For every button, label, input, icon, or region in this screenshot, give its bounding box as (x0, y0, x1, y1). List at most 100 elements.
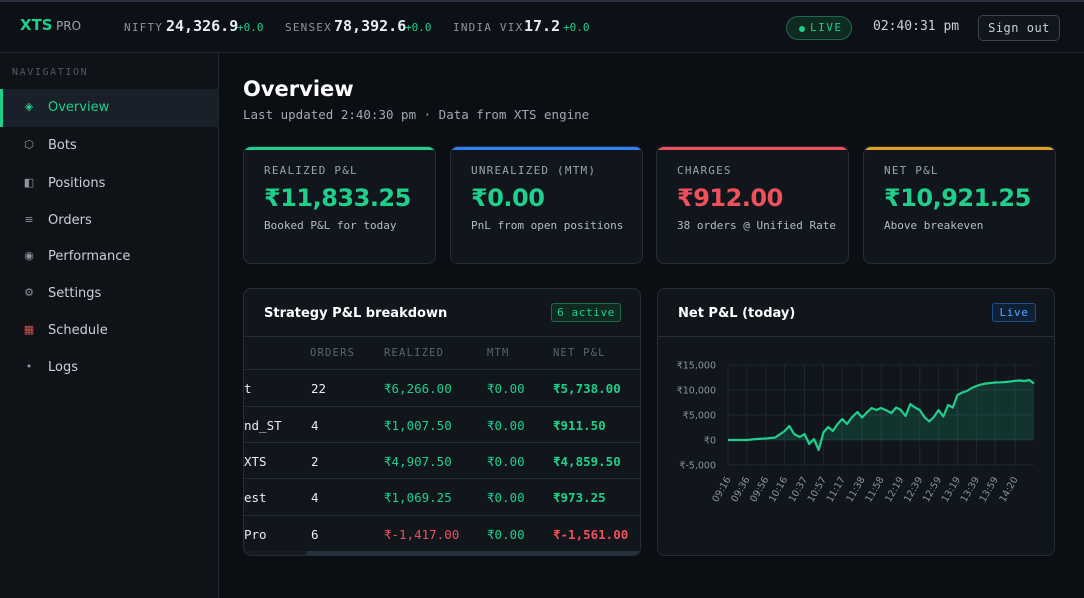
kpi-label: UNREALIZED (MTM) (471, 164, 597, 177)
kpi-description: PnL from open positions (471, 219, 624, 232)
sidebar-item-label: Overview (48, 100, 110, 115)
panel-divider (658, 336, 1054, 337)
strategy-name: Pro (244, 527, 267, 542)
table-row[interactable]: Pro 6 ₹-1,417.00 ₹0.00 ₹-1,561.00 (244, 515, 640, 552)
kpi-accent-bar (244, 147, 435, 150)
brand-logo[interactable]: XTS (20, 16, 53, 34)
calendar-icon: ▦ (23, 323, 35, 336)
column-header-orders: ORDERS (310, 347, 356, 359)
index-label-vix: INDIA VIX (453, 21, 524, 34)
column-header-mtm: MTM (487, 347, 510, 359)
strategy-realized: ₹1,007.50 (384, 418, 452, 433)
sidebar-item-logs[interactable]: • Logs (0, 349, 218, 387)
column-header-net: NET P&L (553, 347, 606, 359)
net-pnl-panel: Net P&L (today) Live ₹-5,000 ₹0 ₹5,000 ₹10,… (657, 288, 1055, 556)
index-change-nifty: +0.0 (237, 21, 264, 34)
sidebar-item-performance[interactable]: ◉ Performance (0, 238, 218, 276)
x-tick-label: 11:58 (863, 475, 886, 504)
half-square-icon: ◧ (23, 176, 35, 189)
strategy-name: nd_ST (244, 418, 282, 433)
sidebar-item-orders[interactable]: ≡ Orders (0, 202, 218, 240)
top-bar: XTS PRO NIFTY 24,326.9 +0.0 SENSEX 78,39… (0, 0, 1084, 53)
strategy-net: ₹4,859.50 (553, 454, 621, 469)
strategy-mtm: ₹0.00 (487, 527, 525, 542)
panel-divider (244, 336, 640, 337)
gear-icon: ⚙ (24, 286, 34, 299)
kpi-label: REALIZED P&L (264, 164, 358, 177)
kpi-label: NET P&L (884, 164, 939, 177)
kpi-value: ₹912.00 (677, 184, 783, 212)
sidebar-item-label: Bots (48, 138, 77, 153)
kpi-value: ₹11,833.25 (264, 184, 411, 212)
sidebar-item-label: Positions (48, 176, 106, 191)
strategy-name: est (244, 490, 267, 505)
strategy-net: ₹-1,561.00 (553, 527, 629, 542)
active-count-badge: 6 active (551, 303, 621, 322)
strategy-orders: 22 (311, 381, 327, 396)
sidebar-item-schedule[interactable]: ▦ Schedule (0, 312, 218, 350)
page-title: Overview (243, 77, 354, 101)
sidebar-item-bots[interactable]: ⬡ Bots (0, 127, 218, 165)
sidebar-item-settings[interactable]: ⚙ Settings (0, 275, 218, 313)
list-icon: ≡ (24, 213, 34, 226)
strategy-realized: ₹-1,417.00 (384, 527, 460, 542)
sidebar-item-label: Orders (48, 213, 92, 228)
kpi-value: ₹10,921.25 (884, 184, 1031, 212)
header-clock: 02:40:31 pm (873, 19, 960, 34)
kpi-accent-bar (451, 147, 642, 150)
strategy-net: ₹973.25 (553, 490, 606, 505)
strategy-name: t (244, 381, 252, 396)
strategy-mtm: ₹0.00 (487, 490, 525, 505)
strategy-orders: 6 (311, 527, 319, 542)
y-tick-label: ₹15,000 (677, 361, 716, 372)
x-tick-label: 13:59 (978, 475, 1001, 504)
kpi-card-net: NET P&L ₹10,921.25 Above breakeven (863, 146, 1056, 264)
x-tick-label: 11:17 (825, 475, 848, 504)
strategy-mtm: ₹0.00 (487, 454, 525, 469)
horizontal-scrollbar-thumb[interactable] (306, 551, 640, 555)
table-row[interactable]: XTS 2 ₹4,907.50 ₹0.00 ₹4,859.50 (244, 442, 640, 479)
strategy-net: ₹911.50 (553, 418, 606, 433)
sidebar-item-positions[interactable]: ◧ Positions (0, 165, 218, 203)
main-content: Overview Last updated 2:40:30 pm · Data … (219, 53, 1084, 598)
net-pnl-line (728, 378, 1035, 452)
sidebar-item-overview[interactable]: ◈ Overview (0, 89, 218, 127)
strategy-realized: ₹4,907.50 (384, 454, 452, 469)
kpi-accent-bar (864, 147, 1055, 150)
column-header-realized: REALIZED (384, 347, 445, 359)
strategy-realized: ₹6,266.00 (384, 381, 452, 396)
panel-title: Strategy P&L breakdown (264, 306, 448, 321)
diamond-icon: ◈ (24, 100, 34, 113)
panel-title: Net P&L (today) (678, 306, 796, 321)
index-value-sensex: 78,392.6 (334, 17, 407, 35)
brand-subtitle: PRO (56, 19, 82, 33)
kpi-description: Above breakeven (884, 219, 984, 232)
index-label-nifty: NIFTY (124, 21, 164, 34)
table-row[interactable]: nd_ST 4 ₹1,007.50 ₹0.00 ₹911.50 (244, 406, 640, 443)
kpi-card-realized: REALIZED P&L ₹11,833.25 Booked P&L for t… (243, 146, 436, 264)
sign-out-button[interactable]: Sign out (978, 15, 1060, 41)
sidebar-item-label: Logs (48, 360, 78, 375)
strategy-mtm: ₹0.00 (487, 381, 525, 396)
strategy-net: ₹5,738.00 (553, 381, 621, 396)
kpi-description: 38 orders @ Unified Rate (677, 219, 836, 232)
sidebar-item-label: Schedule (48, 323, 108, 338)
table-row[interactable]: t 22 ₹6,266.00 ₹0.00 ₹5,738.00 (244, 369, 640, 406)
y-tick-label: ₹10,000 (677, 386, 716, 397)
live-badge: Live (992, 303, 1036, 322)
table-row[interactable]: est 4 ₹1,069.25 ₹0.00 ₹973.25 (244, 478, 640, 515)
y-tick-label: ₹0 (704, 436, 716, 447)
sidebar: NAVIGATION ◈ Overview ⬡ Bots ◧ Positions… (0, 53, 219, 598)
nav-heading: NAVIGATION (12, 67, 89, 78)
kpi-label: CHARGES (677, 164, 732, 177)
hexagon-icon: ⬡ (24, 138, 34, 151)
strategy-mtm: ₹0.00 (487, 418, 525, 433)
y-tick-label: ₹5,000 (683, 411, 716, 422)
live-status-badge: LIVE (786, 16, 852, 40)
kpi-accent-bar (657, 147, 848, 150)
index-change-vix: +0.0 (563, 21, 590, 34)
sidebar-item-label: Settings (48, 286, 102, 301)
sidebar-item-label: Performance (48, 249, 131, 264)
net-pnl-chart: ₹-5,000₹0₹5,000₹10,000₹15,00009:1609:360… (677, 361, 1035, 504)
dot-icon: • (25, 360, 33, 373)
